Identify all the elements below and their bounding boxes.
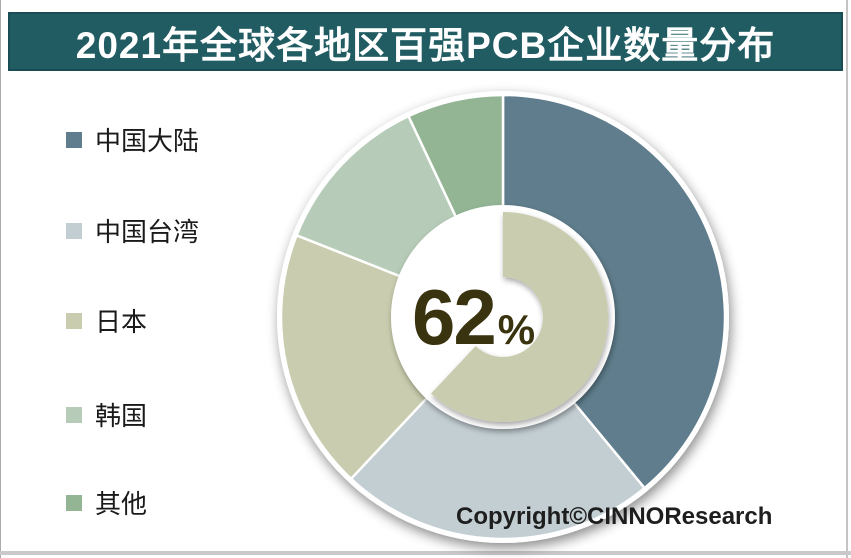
chart-title: 2021年全球各地区百强PCB企业数量分布	[75, 24, 776, 66]
page-edge-bottom	[0, 551, 851, 555]
legend-label: 韩国	[95, 401, 148, 431]
legend-swatch	[66, 131, 82, 148]
page-edge-left	[0, 0, 1, 558]
page-edge-right	[846, 0, 848, 558]
legend-label: 中国台湾	[95, 217, 200, 247]
legend-label: 日本	[95, 307, 148, 337]
center-percentage-value: 62	[412, 273, 497, 361]
copyright-text: Copyright©CINNOResearch	[456, 503, 773, 530]
legend-item-3: 韩国	[66, 396, 147, 433]
legend-swatch	[66, 222, 82, 239]
legend-item-0: 中国大陆	[66, 121, 199, 158]
center-percentage: 62 %	[412, 278, 535, 356]
legend-swatch	[66, 312, 82, 329]
legend-item-2: 日本	[66, 302, 147, 339]
legend-swatch	[66, 494, 82, 511]
legend: 中国大陆中国台湾日本韩国其他	[0, 0, 280, 558]
legend-item-4: 其他	[66, 484, 147, 521]
legend-label: 其他	[95, 489, 148, 519]
legend-item-1: 中国台湾	[66, 212, 199, 249]
chart-title-bar: 2021年全球各地区百强PCB企业数量分布	[8, 12, 843, 71]
center-percentage-suffix: %	[497, 306, 536, 353]
legend-swatch	[66, 406, 82, 423]
center-arc	[431, 212, 609, 422]
legend-label: 中国大陆	[95, 126, 200, 156]
